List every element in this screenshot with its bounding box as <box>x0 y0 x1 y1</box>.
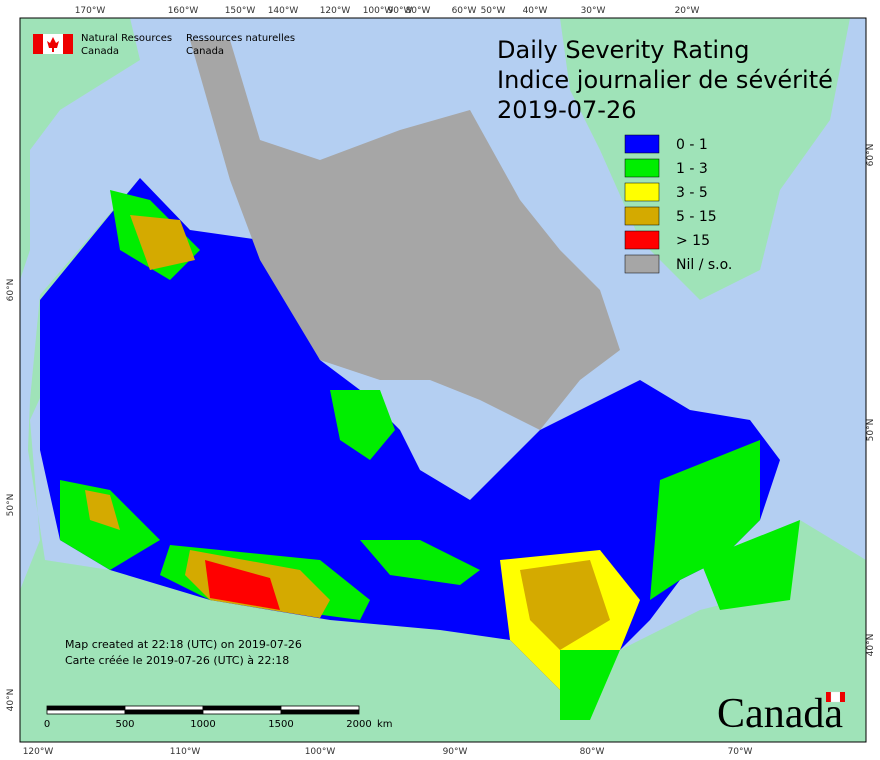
scale-segment <box>280 705 360 711</box>
legend-swatch <box>624 206 660 226</box>
longitude-label: 120°W <box>320 6 351 16</box>
latitude-label: 40°N <box>6 689 16 712</box>
legend-label: > 15 <box>676 233 710 249</box>
longitude-label: 110°W <box>170 747 201 757</box>
latitude-label: 40°N <box>866 634 876 657</box>
yukon-orange <box>130 215 195 270</box>
scale-unit: km <box>377 719 393 730</box>
longitude-label: 50°W <box>481 6 506 16</box>
scale-label: 1500 <box>268 719 293 730</box>
title: Daily Severity Rating <box>497 36 749 64</box>
subtitle: Indice journalier de sévérité <box>497 66 833 94</box>
maple-leaf <box>47 37 59 52</box>
scale-segment <box>202 705 282 711</box>
longitude-label: 140°W <box>268 6 299 16</box>
flag-band <box>63 34 73 54</box>
scale-segment <box>46 709 126 715</box>
quebec-green <box>650 440 760 600</box>
latitude-label: 60°N <box>866 144 876 167</box>
arctic-nil <box>190 40 620 430</box>
date: 2019-07-26 <box>497 96 636 124</box>
maritimes-green <box>700 520 800 610</box>
longitude-label: 100°W <box>305 747 336 757</box>
longitude-label: 80°W <box>406 6 431 16</box>
longitude-label: 70°W <box>728 747 753 757</box>
agency-en: Canada <box>81 46 119 57</box>
longitude-label: 100°W <box>363 6 394 16</box>
longitude-label: 60°W <box>452 6 477 16</box>
longitude-label: 160°W <box>168 6 199 16</box>
longitude-label: 30°W <box>581 6 606 16</box>
latitude-label: 50°N <box>866 419 876 442</box>
scale-label: 1000 <box>190 719 215 730</box>
map-frame <box>19 17 867 743</box>
legend-label: Nil / s.o. <box>676 257 732 273</box>
agency-fr: Ressources naturelles <box>186 33 295 44</box>
scale-label: 2000 <box>346 719 371 730</box>
agency-fr: Canada <box>186 46 224 57</box>
latitude-label: 50°N <box>6 494 16 517</box>
flag <box>33 34 73 54</box>
longitude-label: 20°W <box>675 6 700 16</box>
longitude-label: 120°W <box>23 747 54 757</box>
scale-label: 500 <box>115 719 134 730</box>
credit: Map created at 22:18 (UTC) on 2019-07-26 <box>65 638 302 651</box>
flag-field <box>830 691 841 703</box>
longitude-label: 90°W <box>443 747 468 757</box>
agency-en: Natural Resources <box>81 33 172 44</box>
longitude-label: 170°W <box>75 6 106 16</box>
bc-orange <box>85 490 120 530</box>
legend-swatch <box>624 230 660 250</box>
legend-label: 1 - 3 <box>676 161 708 177</box>
hudson-green <box>330 390 395 460</box>
legend-label: 0 - 1 <box>676 137 708 153</box>
wordmark: Canada <box>717 691 843 737</box>
wordmark-flag <box>826 691 845 703</box>
scale-segment <box>46 705 126 711</box>
scale-segment <box>124 705 204 711</box>
longitude-label: 150°W <box>225 6 256 16</box>
prairie-red <box>205 560 280 610</box>
longitude-label: 90°W <box>388 6 413 16</box>
flag-band <box>840 692 845 702</box>
scale-segment <box>202 709 282 715</box>
russia <box>20 18 140 280</box>
latitude-label: 60°N <box>6 279 16 302</box>
land <box>20 18 866 742</box>
legend-swatch <box>624 182 660 202</box>
longitude-label: 80°W <box>580 747 605 757</box>
legend-swatch <box>624 254 660 274</box>
manitoba-green <box>360 540 480 585</box>
south-ontario-green <box>560 650 620 720</box>
legend-label: 5 - 15 <box>676 209 717 225</box>
scale-segment <box>280 709 360 715</box>
greenland <box>560 18 850 300</box>
legend-label: 3 - 5 <box>676 185 708 201</box>
longitude-label: 40°W <box>523 6 548 16</box>
ontario-orange <box>520 560 610 650</box>
flag-band <box>33 34 43 54</box>
scale-segment <box>124 709 204 715</box>
scale-label: 0 <box>44 719 50 730</box>
credit: Carte créée le 2019-07-26 (UTC) à 22:18 <box>65 654 289 667</box>
legend-swatch <box>624 134 660 154</box>
legend-swatch <box>624 158 660 178</box>
flag-band <box>826 692 831 702</box>
